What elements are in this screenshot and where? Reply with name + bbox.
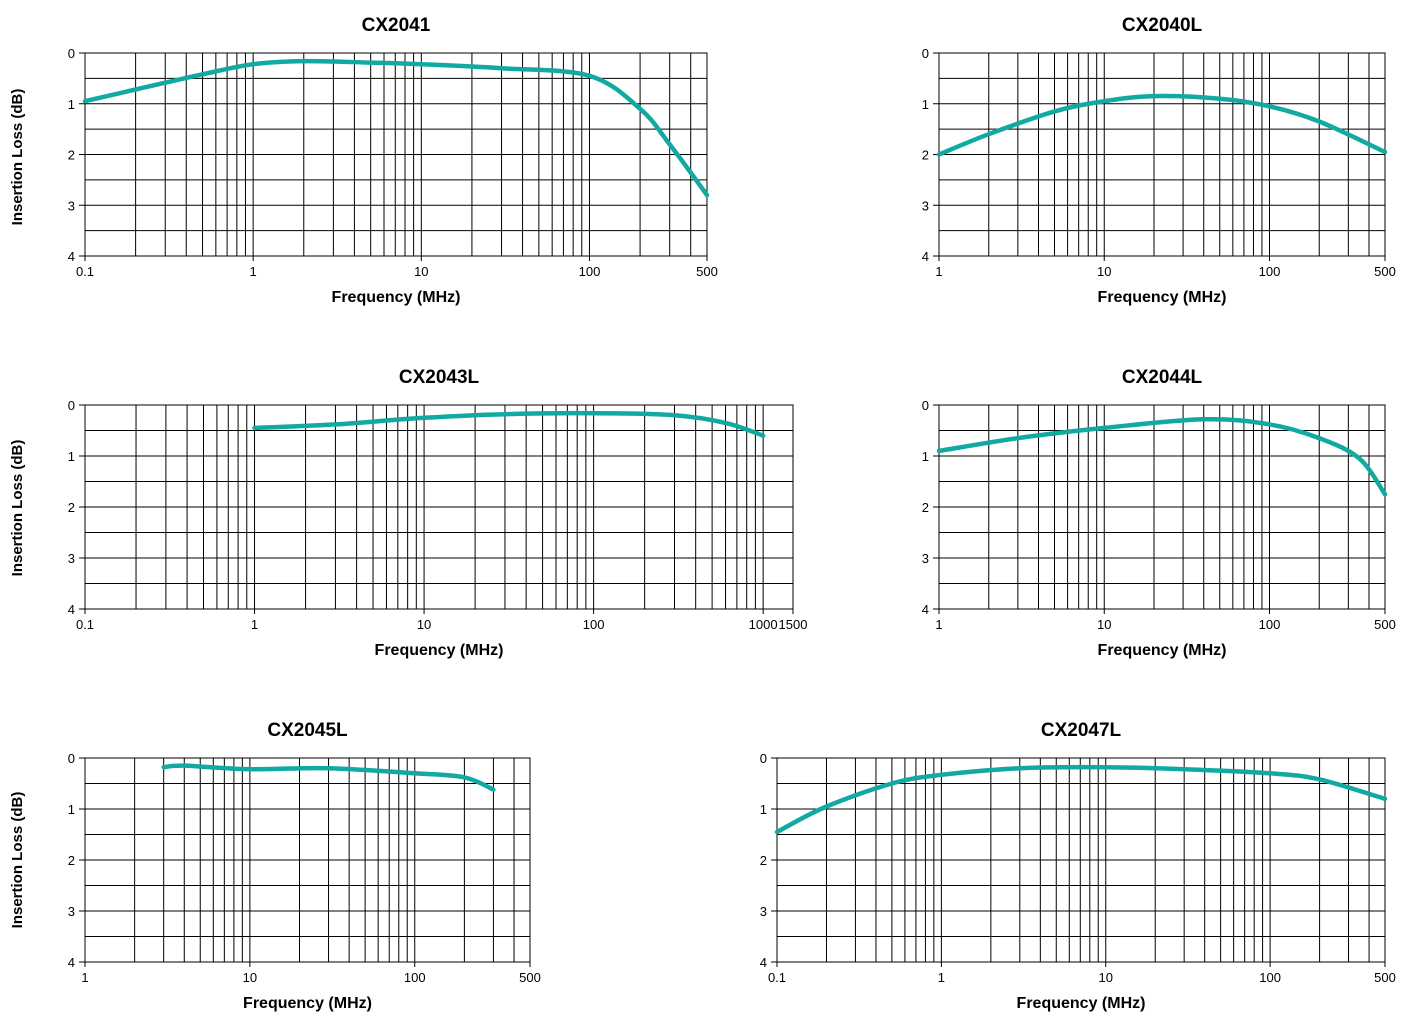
x-axis-label: Frequency (MHz) [1098, 642, 1227, 659]
x-axis-label: Frequency (MHz) [1017, 995, 1146, 1012]
y-tick-label: 0 [68, 46, 75, 61]
insertion-loss-curve [252, 410, 766, 438]
x-tick-label: 0.1 [76, 617, 94, 632]
x-tick-label: 1000 [749, 617, 778, 632]
x-tick-label: 1 [935, 617, 942, 632]
x-axis-label: Frequency (MHz) [332, 289, 461, 306]
y-tick-label: 3 [922, 551, 929, 566]
x-axis-label: Frequency (MHz) [243, 995, 372, 1012]
x-tick-label: 100 [1259, 970, 1281, 985]
y-tick-label: 4 [68, 249, 75, 264]
y-tick-label: 2 [68, 148, 75, 163]
x-tick-label: 100 [404, 970, 426, 985]
y-tick-label: 3 [68, 198, 75, 213]
x-tick-label: 1 [935, 264, 942, 279]
x-tick-label: 500 [1374, 264, 1396, 279]
x-tick-label: 10 [1099, 970, 1113, 985]
y-tick-label: 3 [68, 904, 75, 919]
x-tick-label: 0.1 [76, 264, 94, 279]
y-tick-label: 0 [922, 46, 929, 61]
y-tick-label: 3 [760, 904, 767, 919]
y-tick-label: 0 [68, 751, 75, 766]
insertion-loss-curve [774, 764, 1388, 835]
y-tick-label: 4 [922, 249, 929, 264]
y-tick-label: 2 [68, 853, 75, 868]
insertion-loss-curve [936, 93, 1388, 157]
y-tick-label: 1 [922, 449, 929, 464]
y-tick-label: 0 [760, 751, 767, 766]
y-tick-label: 0 [922, 398, 929, 413]
y-tick-label: 2 [922, 148, 929, 163]
y-tick-label: 4 [922, 602, 929, 617]
x-tick-label: 100 [583, 617, 605, 632]
x-tick-label: 10 [417, 617, 431, 632]
y-tick-label: 4 [68, 955, 75, 970]
y-tick-label: 0 [68, 398, 75, 413]
y-axis-label-row-2: Insertion Loss (dB) [9, 440, 26, 577]
chart-title: CX2047L [1041, 720, 1122, 741]
x-tick-label: 100 [1259, 617, 1281, 632]
insertion-loss-curve [161, 763, 496, 792]
x-tick-label: 1500 [779, 617, 808, 632]
y-tick-label: 1 [68, 802, 75, 817]
y-tick-label: 3 [68, 551, 75, 566]
x-tick-label: 500 [696, 264, 718, 279]
x-tick-label: 10 [1097, 264, 1111, 279]
y-tick-label: 1 [760, 802, 767, 817]
y-tick-label: 1 [68, 97, 75, 112]
y-axis-label-row-3: Insertion Loss (dB) [9, 792, 26, 929]
x-tick-label: 500 [519, 970, 541, 985]
x-axis-label: Frequency (MHz) [1098, 289, 1227, 306]
y-tick-label: 2 [68, 500, 75, 515]
x-tick-label: 0.1 [768, 970, 786, 985]
x-tick-label: 10 [1097, 617, 1111, 632]
y-tick-label: 3 [922, 198, 929, 213]
x-tick-label: 500 [1374, 617, 1396, 632]
chart-title: CX2043L [399, 367, 480, 388]
chart-cx2047l: 0 1 2 3 40.1 1 10 100 500 CX2047L Frequency (MHz) [760, 720, 1396, 1012]
y-tick-label: 4 [760, 955, 767, 970]
x-tick-label: 1 [938, 970, 945, 985]
x-tick-label: 10 [414, 264, 428, 279]
chart-title: CX2040L [1122, 15, 1203, 36]
chart-title: CX2041 [362, 15, 431, 36]
x-tick-label: 100 [579, 264, 601, 279]
chart-title: CX2045L [267, 720, 348, 741]
chart-title: CX2044L [1122, 367, 1203, 388]
x-tick-label: 500 [1374, 970, 1396, 985]
chart-cx2041: 0 1 2 3 40.1 1 10 100 500 CX2041 Frequency (MHz) [68, 15, 718, 306]
y-tick-label: 1 [68, 449, 75, 464]
x-axis-label: Frequency (MHz) [375, 642, 504, 659]
x-tick-label: 1 [81, 970, 88, 985]
insertion-loss-curve [82, 58, 710, 198]
x-tick-label: 1 [251, 617, 258, 632]
y-tick-label: 2 [922, 500, 929, 515]
x-tick-label: 10 [243, 970, 257, 985]
x-tick-label: 100 [1259, 264, 1281, 279]
y-tick-label: 1 [922, 97, 929, 112]
y-tick-label: 4 [68, 602, 75, 617]
insertion-loss-curve [936, 416, 1388, 497]
x-tick-label: 1 [250, 264, 257, 279]
y-tick-label: 2 [760, 853, 767, 868]
chart-cx2043l: 0 1 2 3 40.1 1 10 100 1000 1500 CX2043L Frequency (… [68, 367, 808, 659]
y-axis-label-row-1: Insertion Loss (dB) [9, 89, 26, 226]
